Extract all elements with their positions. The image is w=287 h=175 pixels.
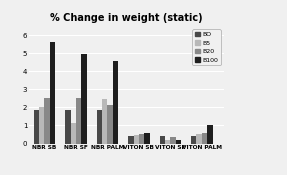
Bar: [128, 136, 133, 143]
Bar: [81, 54, 87, 144]
Bar: [102, 99, 107, 144]
Bar: [176, 140, 181, 144]
Bar: [76, 98, 81, 144]
Bar: [191, 136, 197, 143]
Bar: [107, 105, 113, 144]
Bar: [170, 137, 176, 144]
Bar: [133, 135, 139, 144]
Bar: [44, 97, 50, 144]
Bar: [202, 133, 207, 144]
Bar: [144, 133, 150, 144]
Bar: [165, 140, 170, 144]
Bar: [160, 136, 165, 143]
Bar: [50, 43, 55, 144]
Title: % Change in weight (static): % Change in weight (static): [50, 13, 203, 23]
Bar: [113, 61, 118, 144]
Bar: [197, 134, 202, 144]
Bar: [97, 110, 102, 144]
Bar: [71, 123, 76, 144]
Bar: [207, 125, 213, 144]
Legend: BO, B5, B20, B100: BO, B5, B20, B100: [192, 29, 221, 65]
Bar: [34, 110, 39, 144]
Bar: [139, 134, 144, 144]
Bar: [39, 107, 44, 144]
Bar: [65, 110, 71, 144]
